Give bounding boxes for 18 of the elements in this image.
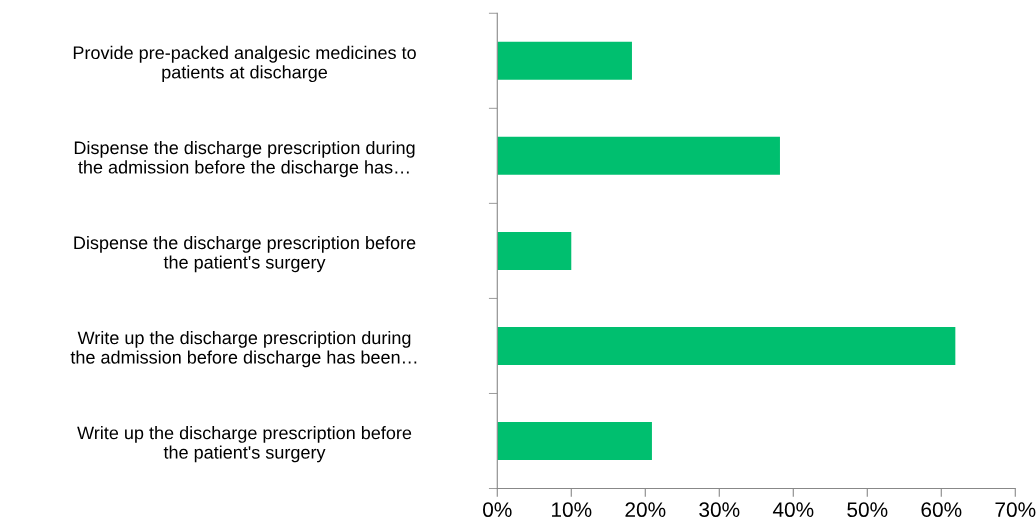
x-tick-label: 30% xyxy=(699,502,740,518)
bar xyxy=(497,231,572,270)
y-tick-label: Dispense the discharge prescription before the patient's surgery xyxy=(74,235,416,273)
bar xyxy=(497,136,780,175)
y-tick-label: Provide pre-packed analgesic medicines to patients at discharge xyxy=(73,45,416,83)
x-tick-label: 10% xyxy=(552,502,592,518)
x-tick-label: 70% xyxy=(995,502,1036,518)
bar xyxy=(497,421,652,461)
x-tick-label: 50% xyxy=(847,502,888,518)
bar xyxy=(497,326,956,365)
x-tick-label: 20% xyxy=(625,502,666,518)
y-tick-label: Write up the discharge prescription before the patient's surgery xyxy=(77,426,412,463)
x-tick-label: 0% xyxy=(483,502,512,518)
x-tick-label: 60% xyxy=(921,502,962,518)
bar xyxy=(497,41,632,80)
y-tick-label: Write up the discharge prescription during the admission before discharge has been… xyxy=(70,330,417,368)
y-tick-label: Dispense the discharge prescription during the admission before the discharge has… xyxy=(74,140,415,178)
x-tick-label: 40% xyxy=(772,502,814,518)
